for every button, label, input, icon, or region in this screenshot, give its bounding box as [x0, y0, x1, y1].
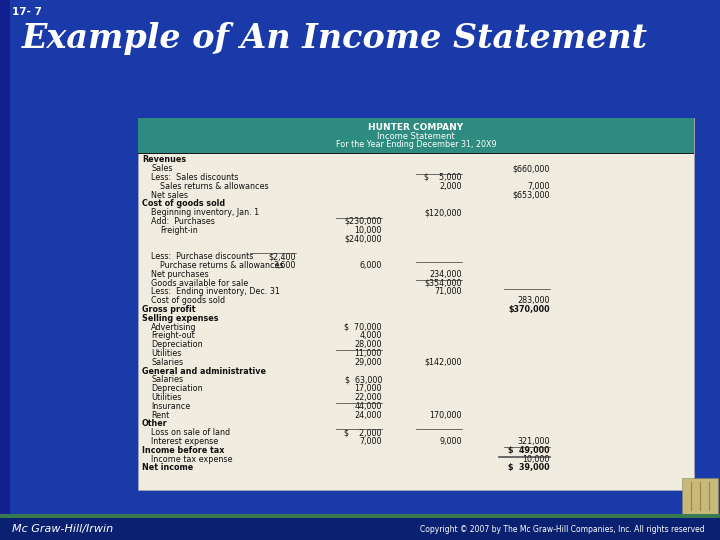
Text: 22,000: 22,000	[354, 393, 382, 402]
Bar	[138, 118, 694, 153]
Text: $653,000: $653,000	[513, 191, 550, 199]
Text: $  70,000: $ 70,000	[344, 322, 382, 332]
Text: 71,000: 71,000	[434, 287, 462, 296]
Text: Sales returns & allowances: Sales returns & allowances	[160, 182, 269, 191]
Text: Mc Graw-Hill/Irwin: Mc Graw-Hill/Irwin	[12, 524, 113, 534]
Text: Salaries: Salaries	[151, 375, 183, 384]
Text: $142,000: $142,000	[425, 357, 462, 367]
Text: 29,000: 29,000	[354, 357, 382, 367]
Text: For the Year Ending December 31, 20X9: For the Year Ending December 31, 20X9	[336, 140, 496, 149]
Text: $  49,000: $ 49,000	[508, 446, 550, 455]
Text: Rent: Rent	[151, 410, 169, 420]
Text: 7,000: 7,000	[528, 182, 550, 191]
Text: Depreciation: Depreciation	[151, 384, 202, 393]
Bar	[682, 478, 718, 514]
Text: Interest expense: Interest expense	[151, 437, 218, 446]
Text: Beginning inventory, Jan. 1: Beginning inventory, Jan. 1	[151, 208, 259, 217]
Bar	[138, 153, 694, 154]
Text: Less:  Purchase discounts: Less: Purchase discounts	[151, 252, 253, 261]
Bar	[138, 118, 694, 490]
Text: 17- 7: 17- 7	[12, 7, 42, 17]
Text: 321,000: 321,000	[518, 437, 550, 446]
Text: 17,000: 17,000	[354, 384, 382, 393]
Text: Purchase returns & allowances: Purchase returns & allowances	[160, 261, 284, 270]
Text: Example of An Income Statement: Example of An Income Statement	[22, 22, 648, 55]
Text: 28,000: 28,000	[354, 340, 382, 349]
Text: $230,000: $230,000	[344, 217, 382, 226]
Text: 7,000: 7,000	[359, 437, 382, 446]
Text: 24,000: 24,000	[354, 410, 382, 420]
Text: $370,000: $370,000	[508, 305, 550, 314]
Text: Income before tax: Income before tax	[142, 446, 225, 455]
Text: $2,400: $2,400	[269, 252, 296, 261]
Text: Net income: Net income	[142, 463, 193, 472]
Text: Net sales: Net sales	[151, 191, 188, 199]
Text: 11,000: 11,000	[355, 349, 382, 358]
Text: Depreciation: Depreciation	[151, 340, 202, 349]
Text: Freight-out: Freight-out	[151, 332, 194, 340]
Text: $660,000: $660,000	[513, 164, 550, 173]
Text: General and administrative: General and administrative	[142, 367, 266, 375]
Text: Revenues: Revenues	[142, 156, 186, 164]
Text: Insurance: Insurance	[151, 402, 190, 411]
Text: 283,000: 283,000	[518, 296, 550, 305]
Text: $    5,000: $ 5,000	[425, 173, 462, 182]
Text: 4,000: 4,000	[359, 332, 382, 340]
Text: Cost of goods sold: Cost of goods sold	[151, 296, 225, 305]
Text: Gross profit: Gross profit	[142, 305, 196, 314]
Text: Goods available for sale: Goods available for sale	[151, 279, 248, 287]
Text: 10,000: 10,000	[355, 226, 382, 235]
Text: Other: Other	[142, 420, 168, 428]
Text: $120,000: $120,000	[425, 208, 462, 217]
Text: 10,000: 10,000	[523, 455, 550, 463]
Text: 234,000: 234,000	[430, 269, 462, 279]
Text: 3,600: 3,600	[274, 261, 296, 270]
Text: Loss on sale of land: Loss on sale of land	[151, 428, 230, 437]
Text: Salaries: Salaries	[151, 357, 183, 367]
Text: Less:  Ending inventory, Dec. 31: Less: Ending inventory, Dec. 31	[151, 287, 280, 296]
Text: Income Statement: Income Statement	[377, 132, 455, 141]
Text: $240,000: $240,000	[344, 234, 382, 244]
Text: Income tax expense: Income tax expense	[151, 455, 233, 463]
Text: 9,000: 9,000	[439, 437, 462, 446]
Text: Advertising: Advertising	[151, 322, 197, 332]
Text: Utilities: Utilities	[151, 349, 181, 358]
Text: Add:  Purchases: Add: Purchases	[151, 217, 215, 226]
Text: Sales: Sales	[151, 164, 173, 173]
Text: $    2,000: $ 2,000	[344, 428, 382, 437]
Text: $354,000: $354,000	[425, 279, 462, 287]
Bar	[0, 0, 10, 540]
Text: $  39,000: $ 39,000	[508, 463, 550, 472]
Text: HUNTER COMPANY: HUNTER COMPANY	[369, 123, 464, 132]
Text: $  63,000: $ 63,000	[345, 375, 382, 384]
Text: Less:  Sales discounts: Less: Sales discounts	[151, 173, 238, 182]
Text: 44,000: 44,000	[355, 402, 382, 411]
Text: Utilities: Utilities	[151, 393, 181, 402]
Text: 6,000: 6,000	[359, 261, 382, 270]
Text: Selling expenses: Selling expenses	[142, 314, 218, 323]
Text: Cost of goods sold: Cost of goods sold	[142, 199, 225, 208]
Text: 2,000: 2,000	[439, 182, 462, 191]
Bar	[0, 514, 720, 518]
Text: 170,000: 170,000	[430, 410, 462, 420]
Text: Freight-in: Freight-in	[160, 226, 198, 235]
Text: Net purchases: Net purchases	[151, 269, 209, 279]
Bar	[0, 514, 720, 540]
Text: Copyright © 2007 by The Mc Graw-Hill Companies, Inc. All rights reserved: Copyright © 2007 by The Mc Graw-Hill Com…	[420, 524, 705, 534]
